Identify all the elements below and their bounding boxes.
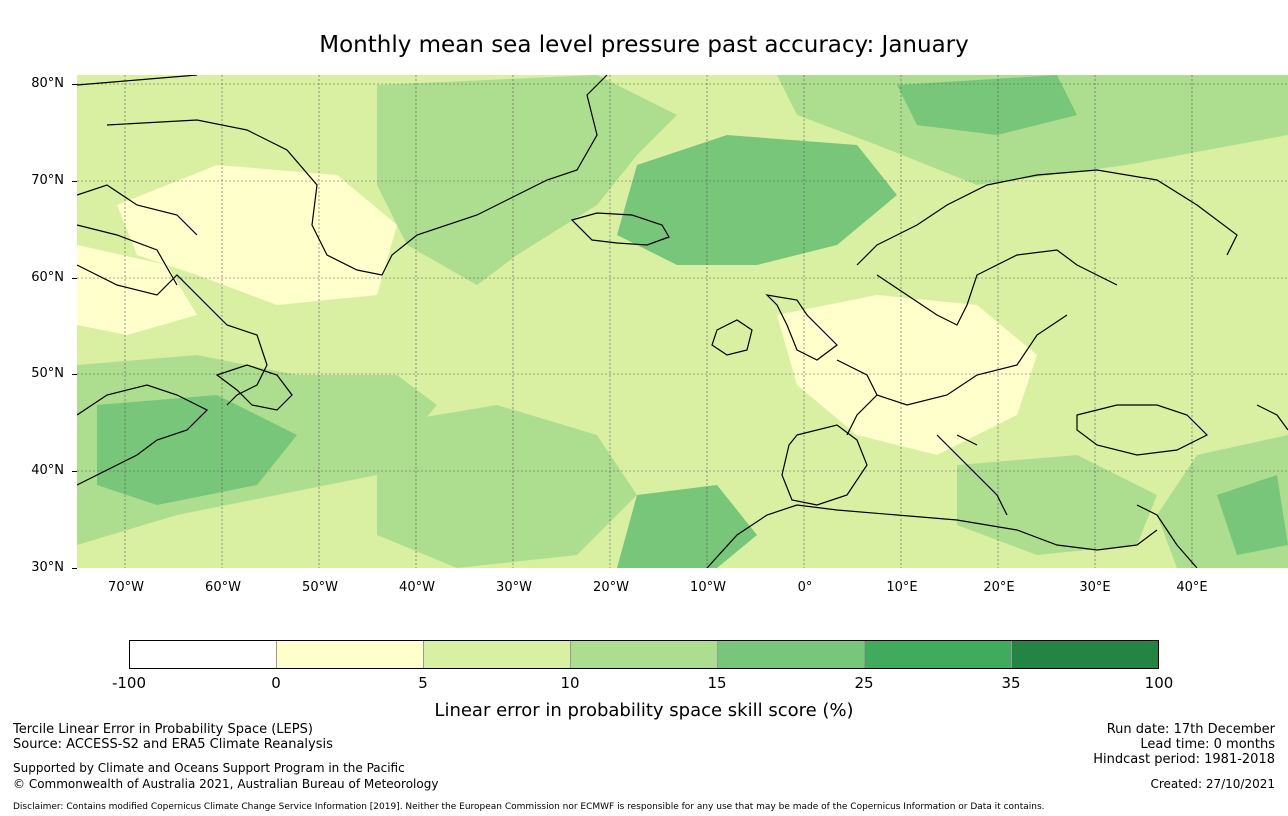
lat-label: 60°N (31, 270, 64, 285)
colorbar-tick: -100 (111, 674, 147, 692)
colorbar-title: Linear error in probability space skill … (434, 700, 854, 721)
lon-label: 10°E (886, 580, 918, 595)
lead-time-text: Lead time: 0 months (1140, 737, 1275, 752)
region-northwest (77, 75, 297, 145)
colorbar-segment (130, 641, 277, 668)
coast-nova-scotia (77, 384, 209, 486)
colorbar-tick: 35 (1001, 674, 1021, 692)
colorbar (129, 640, 1159, 669)
colorbar-segment (277, 641, 424, 668)
lat-label: 70°N (31, 173, 64, 188)
region-svalbard (897, 75, 1077, 135)
colorbar-tick: 15 (707, 674, 727, 692)
colorbar-tick: 0 (271, 674, 281, 692)
region-europe-low (777, 295, 1037, 455)
colorbar-segment (571, 641, 718, 668)
region-north-atlantic-high (377, 75, 677, 285)
lat-tick (72, 471, 77, 472)
lon-label: 50°W (302, 580, 338, 595)
coast-britain (765, 294, 838, 361)
region-iceland-sea (617, 135, 897, 265)
lat-label: 50°N (31, 366, 64, 381)
lat-label: 80°N (31, 76, 64, 91)
coast-greenland (77, 75, 608, 276)
lon-label: 40°E (1176, 580, 1208, 595)
lat-label: 40°N (31, 463, 64, 478)
lat-tick (72, 181, 77, 182)
colorbar-segment (424, 641, 571, 668)
colorbar-tick: 100 (1144, 674, 1174, 692)
region-azores (617, 485, 757, 568)
lon-label: 30°W (496, 580, 532, 595)
colorbar-tick: 5 (418, 674, 428, 692)
coast-iceland (570, 212, 670, 246)
supported-text: Supported by Climate and Oceans Support … (13, 761, 405, 775)
lon-label: 30°E (1079, 580, 1111, 595)
lat-tick (72, 568, 77, 569)
lat-tick (72, 84, 77, 85)
gridlines (77, 75, 1288, 568)
disclaimer-text: Disclaimer: Contains modified Copernicus… (13, 802, 1045, 812)
coast-baffin (77, 184, 198, 286)
coast-caspian (1256, 404, 1288, 431)
created-text: Created: 27/10/2021 (1150, 777, 1275, 791)
region-labrador-sea (117, 165, 397, 305)
map-panel (77, 75, 1288, 568)
run-date-text: Run date: 17th December (1106, 722, 1275, 737)
coastlines (77, 75, 1288, 568)
coast-labrador (77, 264, 268, 406)
coast-europe (836, 314, 1068, 436)
lon-label: 60°W (205, 580, 241, 595)
region-arctic (777, 75, 1288, 185)
colorbar-tick: 10 (560, 674, 580, 692)
hindcast-text: Hindcast period: 1981-2018 (1093, 752, 1275, 767)
colorbar-segment (1012, 641, 1158, 668)
region-mediterranean (957, 455, 1157, 555)
coast-middle-east (1136, 504, 1198, 568)
region-central-atlantic (377, 405, 637, 568)
lon-label: 40°W (399, 580, 435, 595)
leps-text: Tercile Linear Error in Probability Spac… (13, 722, 313, 737)
lon-label: 0° (797, 580, 813, 595)
skill-map (77, 75, 1288, 568)
colorbar-tick: 25 (854, 674, 874, 692)
chart-title: Monthly mean sea level pressure past acc… (319, 32, 969, 58)
source-text: Source: ACCESS-S2 and ERA5 Climate Reana… (13, 737, 333, 752)
coast-italy (936, 434, 1008, 516)
region-newfoundland (97, 395, 297, 505)
colorbar-segment (718, 641, 865, 668)
lat-tick (72, 374, 77, 375)
coast-north-africa (706, 504, 1158, 568)
lon-label: 10°W (690, 580, 726, 595)
coast-iberia (781, 424, 868, 506)
lon-label: 20°W (593, 580, 629, 595)
coast-scandinavia (856, 169, 1238, 326)
lon-label: 70°W (108, 580, 144, 595)
coast-black-sea (1076, 404, 1209, 456)
copyright-text: © Commonwealth of Australia 2021, Austra… (13, 777, 439, 791)
lon-label: 20°E (983, 580, 1015, 595)
coast-ireland (711, 319, 753, 356)
lat-tick (72, 278, 77, 279)
coast-newfoundland (215, 364, 293, 411)
lat-label: 30°N (31, 560, 64, 575)
region-caspian (1217, 475, 1288, 555)
colorbar-segment (865, 641, 1012, 668)
